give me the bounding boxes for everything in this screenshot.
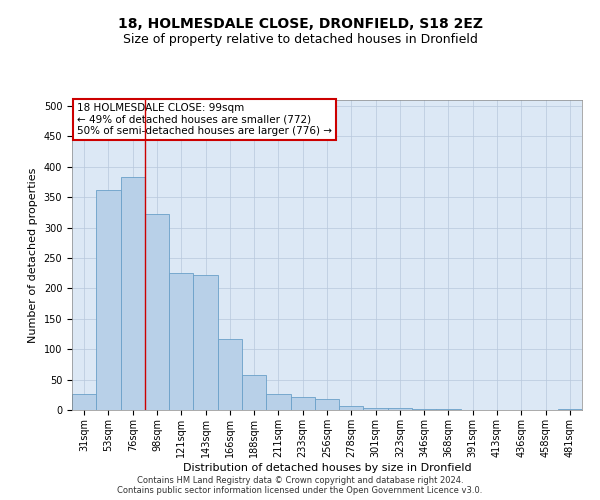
Bar xyxy=(388,408,412,410)
X-axis label: Distribution of detached houses by size in Dronfield: Distribution of detached houses by size … xyxy=(182,462,472,472)
Bar xyxy=(290,396,315,410)
Bar xyxy=(242,376,266,410)
Bar xyxy=(72,394,96,410)
Bar xyxy=(339,406,364,410)
Text: 18, HOLMESDALE CLOSE, DRONFIELD, S18 2EZ: 18, HOLMESDALE CLOSE, DRONFIELD, S18 2EZ xyxy=(118,18,482,32)
Bar xyxy=(315,399,339,410)
Bar xyxy=(169,273,193,410)
Text: Size of property relative to detached houses in Dronfield: Size of property relative to detached ho… xyxy=(122,32,478,46)
Bar xyxy=(193,275,218,410)
Text: 18 HOLMESDALE CLOSE: 99sqm
← 49% of detached houses are smaller (772)
50% of sem: 18 HOLMESDALE CLOSE: 99sqm ← 49% of deta… xyxy=(77,103,332,136)
Y-axis label: Number of detached properties: Number of detached properties xyxy=(28,168,38,342)
Bar xyxy=(364,408,388,410)
Bar xyxy=(412,409,436,410)
Bar xyxy=(218,339,242,410)
Bar xyxy=(266,394,290,410)
Bar xyxy=(121,177,145,410)
Text: Contains HM Land Registry data © Crown copyright and database right 2024.
Contai: Contains HM Land Registry data © Crown c… xyxy=(118,476,482,495)
Bar xyxy=(145,214,169,410)
Bar xyxy=(96,190,121,410)
